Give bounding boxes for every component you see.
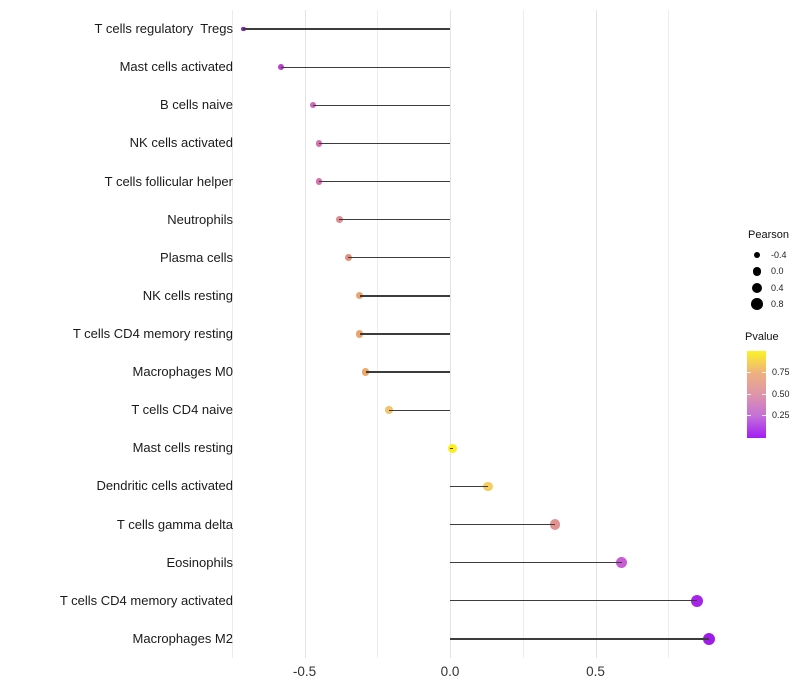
category-label: T cells gamma delta <box>116 516 233 532</box>
lollipop-dot <box>361 368 370 376</box>
minor-gridline <box>668 10 670 658</box>
category-label: T cells CD4 memory activated <box>59 592 233 608</box>
category-label: Mast cells activated <box>119 59 233 75</box>
lollipop-dot <box>702 632 716 646</box>
major-gridline <box>450 10 451 658</box>
legend-size-swatch <box>753 251 761 259</box>
x-tick-label: 0.5 <box>586 664 605 679</box>
lollipop-stick <box>319 180 450 183</box>
lollipop-stick <box>281 66 450 68</box>
category-label: Dendritic cells activated <box>96 478 233 494</box>
x-tick-label: -0.5 <box>292 664 317 679</box>
legend-size-label: -0.4 <box>771 250 787 260</box>
category-label: Plasma cells <box>160 249 233 265</box>
category-label: T cells CD4 memory resting <box>72 326 233 341</box>
legend-color-title: Pvalue <box>745 331 779 343</box>
lollipop-stick <box>450 485 488 488</box>
legend-color-tick-left <box>747 414 751 416</box>
legend-size-title: Pearson <box>748 229 789 241</box>
lollipop-stick <box>348 257 450 259</box>
lollipop-dot <box>549 519 560 530</box>
legend-color-tick-left <box>747 393 751 395</box>
lollipop-stick <box>359 333 450 335</box>
lollipop-stick <box>450 638 709 640</box>
lollipop-stick <box>359 295 450 297</box>
lollipop-dot <box>310 102 317 109</box>
lollipop-stick <box>450 523 555 526</box>
minor-gridline <box>231 10 233 658</box>
legend-color-tick-left <box>747 372 751 374</box>
category-label: Neutrophils <box>167 211 233 227</box>
major-gridline <box>595 10 597 658</box>
lollipop-stick <box>450 447 453 449</box>
category-label: Macrophages M2 <box>132 630 233 646</box>
legend-size-label: 0.0 <box>771 266 784 277</box>
lollipop-stick <box>243 28 450 30</box>
lollipop-dot <box>278 64 285 71</box>
lollipop-stick <box>319 142 450 145</box>
legend-size-swatch <box>752 267 762 276</box>
minor-gridline <box>522 10 524 658</box>
x-tick-label: 0.0 <box>440 664 460 679</box>
legend-size-label: 0.4 <box>771 282 784 293</box>
category-label: Macrophages M0 <box>132 364 233 380</box>
category-label: B cells naive <box>160 97 233 113</box>
lollipop-stick <box>313 104 450 106</box>
legend-color-tick-right <box>762 414 766 416</box>
legend-color-label: 0.75 <box>772 367 790 378</box>
lollipop-stick <box>388 409 450 411</box>
lollipop-stick <box>450 600 698 602</box>
legend-color-gradient-bar <box>747 351 766 438</box>
category-label: Mast cells resting <box>132 440 233 456</box>
legend-size-swatch <box>751 282 763 293</box>
legend-color-label: 0.50 <box>772 388 790 399</box>
legend-color-tick-right <box>762 372 766 374</box>
category-label: T cells CD4 naive <box>131 402 233 418</box>
category-label: Eosinophils <box>166 554 234 570</box>
legend-color-label: 0.25 <box>772 409 790 420</box>
category-label: NK cells activated <box>129 135 233 151</box>
lollipop-stick <box>339 218 450 221</box>
legend-size-label: 0.8 <box>771 299 784 310</box>
legend-size-swatch <box>751 298 763 311</box>
lollipop-stick <box>365 371 450 373</box>
legend-color-tick-right <box>762 393 766 395</box>
category-label: T cells regulatory Tregs <box>94 21 233 37</box>
category-label: T cells follicular helper <box>104 173 233 189</box>
major-gridline <box>304 10 306 658</box>
category-label: NK cells resting <box>142 287 233 303</box>
lollipop-stick <box>450 562 622 564</box>
